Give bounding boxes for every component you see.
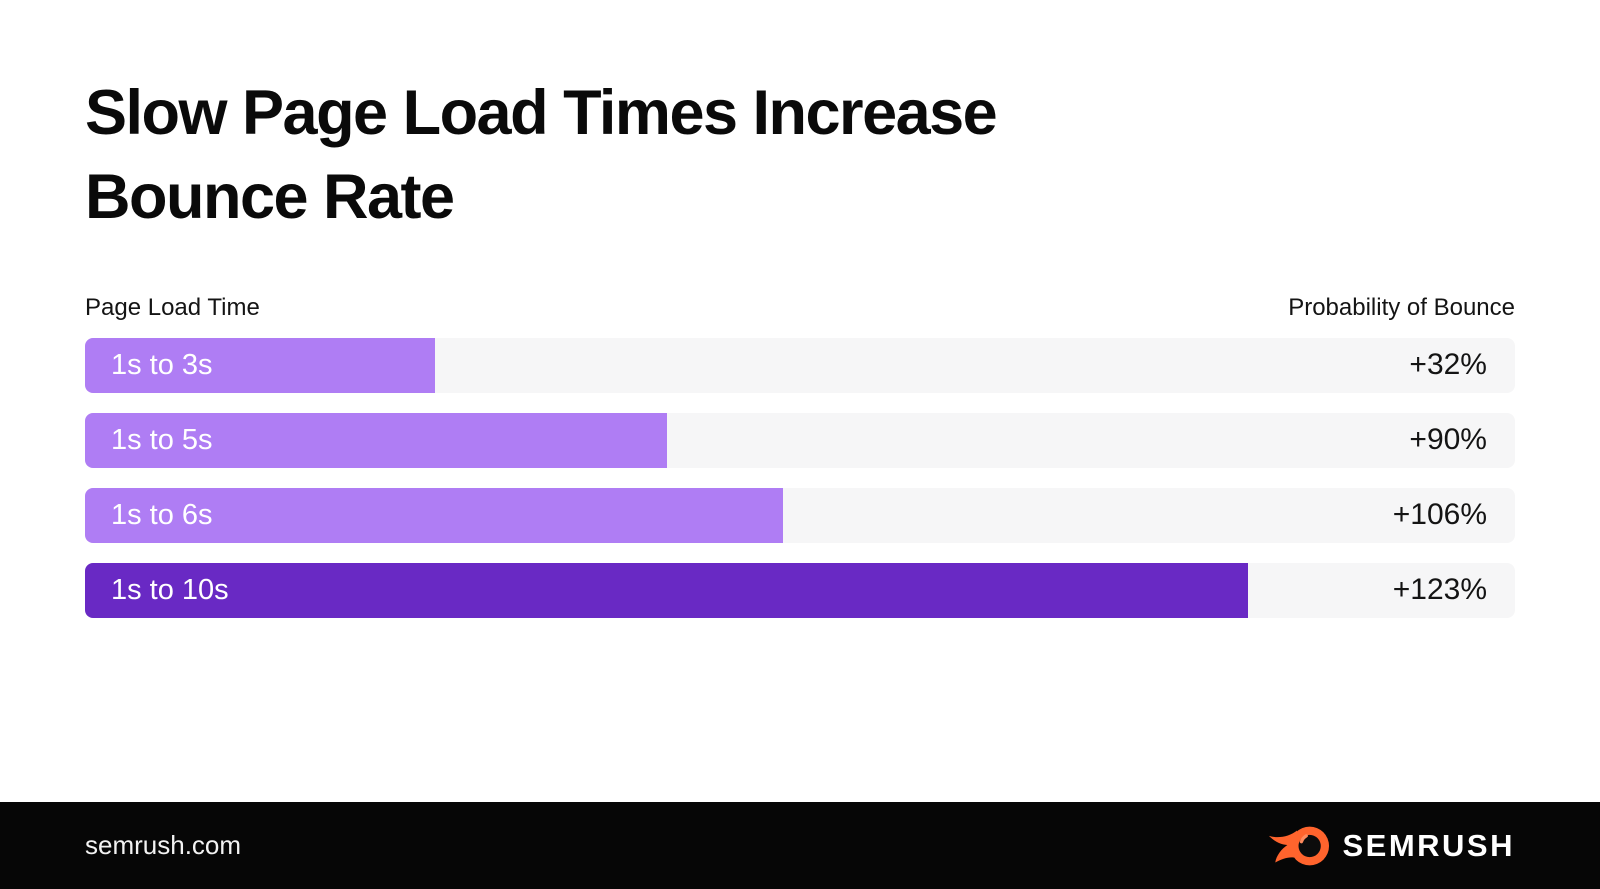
bar-row-1s-to-5s: 1s to 5s +90%	[85, 412, 1515, 468]
semrush-logo: SEMRUSH	[1268, 823, 1515, 869]
bar-fill: 1s to 6s	[85, 487, 783, 543]
bar-category-label: 1s to 5s	[111, 423, 213, 456]
infographic-content: Slow Page Load Times Increase Bounce Rat…	[0, 72, 1600, 618]
semrush-flame-icon	[1269, 826, 1330, 865]
bar-category-label: 1s to 6s	[111, 498, 213, 531]
bar-value-label: +106%	[1392, 498, 1487, 532]
bar-fill: 1s to 10s	[85, 562, 1248, 618]
page-title-line-1: Slow Page Load Times Increase	[85, 78, 998, 148]
bar-category-label: 1s to 3s	[111, 348, 213, 381]
bar-chart: 1s to 3s +32% 1s to 5s +90% 1s to 6s +10…	[85, 337, 1515, 618]
category-axis-label: Page Load Time	[85, 293, 260, 321]
bar-value-label: +32%	[1409, 348, 1487, 382]
bar-category-label: 1s to 10s	[111, 573, 229, 606]
page-title-line-2: Bounce Rate	[85, 161, 455, 232]
brand-wordmark: SEMRUSH	[1342, 827, 1515, 863]
website-url: semrush.com	[85, 830, 242, 860]
bar-row-1s-to-3s: 1s to 3s +32%	[85, 337, 1515, 393]
page-title: Slow Page Load Times Increase Bounce Rat…	[85, 72, 1515, 240]
footer-bar: semrush.com SEMRUSH	[0, 802, 1600, 889]
bar-row-1s-to-6s: 1s to 6s +106%	[85, 487, 1515, 543]
bar-row-1s-to-10s: 1s to 10s +123%	[85, 562, 1515, 618]
value-axis-label: Probability of Bounce	[1288, 293, 1515, 321]
chart-header: Page Load Time Probability of Bounce	[85, 294, 1515, 322]
bar-fill: 1s to 5s	[85, 412, 667, 468]
bar-value-label: +90%	[1409, 423, 1487, 457]
bar-fill: 1s to 3s	[85, 337, 436, 393]
bar-value-label: +123%	[1392, 573, 1487, 607]
